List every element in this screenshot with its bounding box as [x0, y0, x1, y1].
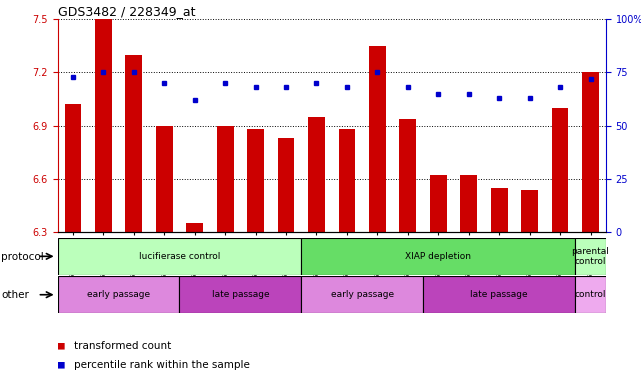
- Text: protocol: protocol: [1, 252, 44, 262]
- Bar: [156, 126, 172, 232]
- Bar: [399, 119, 416, 232]
- Bar: [179, 276, 301, 313]
- Bar: [552, 108, 569, 232]
- Bar: [308, 117, 325, 232]
- Bar: [369, 46, 386, 232]
- Bar: [301, 238, 576, 275]
- Bar: [95, 19, 112, 232]
- Bar: [247, 129, 264, 232]
- Bar: [491, 188, 508, 232]
- Bar: [423, 276, 576, 313]
- Text: ■: ■: [58, 341, 65, 351]
- Text: other: other: [1, 290, 29, 300]
- Bar: [58, 238, 301, 275]
- Bar: [521, 190, 538, 232]
- Bar: [338, 129, 355, 232]
- Bar: [460, 175, 477, 232]
- Bar: [576, 238, 606, 275]
- Text: late passage: late passage: [212, 290, 269, 299]
- Text: late passage: late passage: [470, 290, 528, 299]
- Text: early passage: early passage: [331, 290, 394, 299]
- Text: early passage: early passage: [87, 290, 150, 299]
- Text: parental
control: parental control: [572, 247, 610, 266]
- Text: XIAP depletion: XIAP depletion: [405, 252, 471, 261]
- Bar: [126, 55, 142, 232]
- Bar: [217, 126, 233, 232]
- Text: control: control: [575, 290, 606, 299]
- Text: lucifierase control: lucifierase control: [139, 252, 220, 261]
- Bar: [582, 73, 599, 232]
- Bar: [278, 138, 294, 232]
- Text: percentile rank within the sample: percentile rank within the sample: [74, 360, 249, 370]
- Bar: [430, 175, 447, 232]
- Bar: [65, 104, 81, 232]
- Bar: [187, 223, 203, 232]
- Text: GDS3482 / 228349_at: GDS3482 / 228349_at: [58, 5, 196, 18]
- Bar: [576, 276, 606, 313]
- Bar: [58, 276, 179, 313]
- Bar: [301, 276, 423, 313]
- Text: transformed count: transformed count: [74, 341, 171, 351]
- Text: ■: ■: [58, 360, 65, 370]
